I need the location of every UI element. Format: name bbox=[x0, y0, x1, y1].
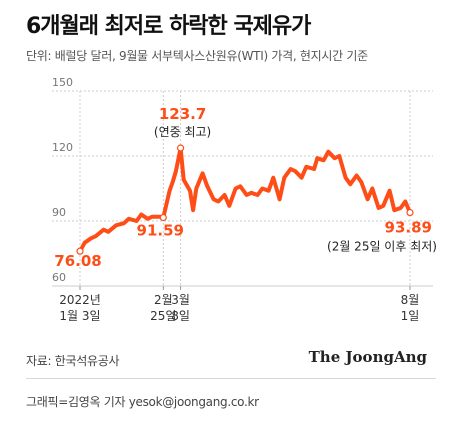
x-tick-label: 2022년 bbox=[59, 293, 101, 307]
annotation-note: (2월 25일 이후 최저) bbox=[327, 240, 437, 254]
x-tick-label: 3월 bbox=[171, 293, 190, 307]
data-source: 자료: 한국석유공사 bbox=[26, 354, 120, 368]
label-layer: 60 90 120 150 2022년 1월 3일 2월 25일 3월 8일 8월 1일 76.08 91… bbox=[52, 76, 437, 323]
y-tick-label: 150 bbox=[52, 76, 73, 89]
point-marker bbox=[406, 208, 414, 217]
point-marker bbox=[159, 213, 167, 222]
y-tick-label: 120 bbox=[52, 141, 73, 154]
chart-subtitle: 단위: 배럴당 달러, 9월물 서부텍사스산원유(WTI) 가격, 현지시간 기… bbox=[26, 49, 368, 63]
annotation-note: (연중 최고) bbox=[154, 125, 211, 139]
x-tick-label: 8월 bbox=[401, 293, 420, 307]
data-label: 123.7 bbox=[159, 105, 206, 123]
publisher-logo: The JoongAng bbox=[308, 348, 427, 366]
point-marker bbox=[76, 247, 84, 255]
grid-layer bbox=[52, 90, 433, 290]
chart-title: 6개월래 최저로 하락한 국제유가 bbox=[26, 14, 311, 39]
x-tick-label: 1월 3일 bbox=[59, 309, 100, 323]
data-label: 91.59 bbox=[137, 222, 184, 240]
x-tick-label: 1일 bbox=[401, 309, 420, 323]
divider bbox=[26, 378, 436, 379]
x-tick-label: 2월 bbox=[154, 293, 173, 307]
y-tick-label: 60 bbox=[52, 271, 66, 284]
data-label: 76.08 bbox=[54, 252, 101, 270]
graphic-credit: 그래픽=김영옥 기자 yesok@joongang.co.kr bbox=[26, 395, 259, 409]
series-layer bbox=[78, 146, 412, 254]
point-marker bbox=[176, 144, 185, 152]
x-tick-label: 25일 bbox=[150, 309, 176, 323]
oil-price-line-chart: 60 90 120 150 2022년 1월 3일 2월 25일 3월 8일 8월 1일 76.08 91… bbox=[52, 76, 437, 323]
x-tick-label: 8일 bbox=[171, 309, 190, 323]
y-tick-label: 90 bbox=[52, 206, 66, 219]
price-line bbox=[78, 146, 412, 254]
data-label: 93.89 bbox=[385, 219, 432, 237]
